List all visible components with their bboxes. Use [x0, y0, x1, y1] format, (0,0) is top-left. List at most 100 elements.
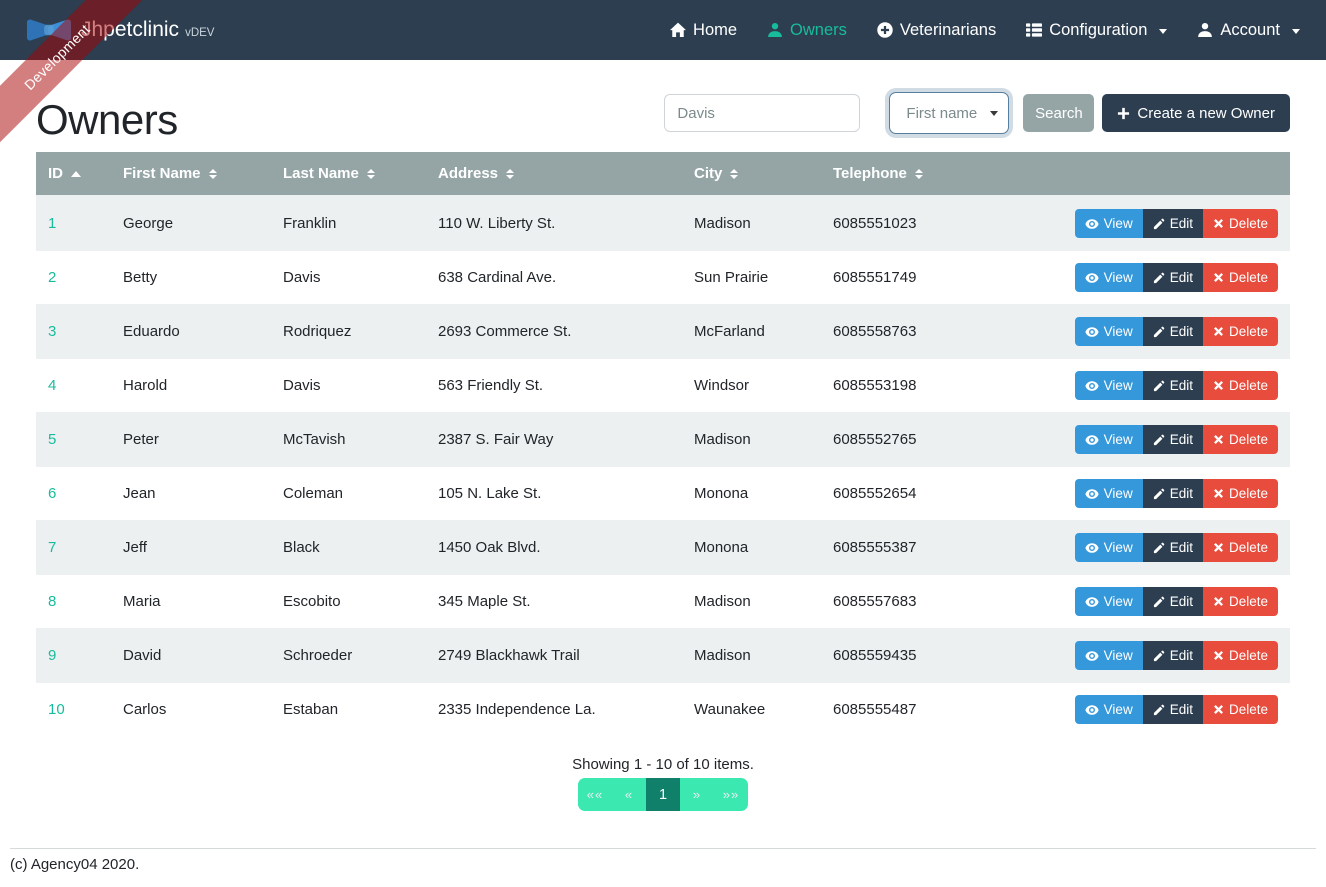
delete-button[interactable]: Delete	[1202, 695, 1278, 725]
column-header-last-name[interactable]: Last Name	[271, 152, 426, 198]
edit-button[interactable]: Edit	[1142, 479, 1203, 509]
edit-button[interactable]: Edit	[1142, 695, 1203, 725]
delete-button[interactable]: Delete	[1202, 587, 1278, 617]
pagination-next[interactable]: »	[680, 778, 714, 812]
row-actions: View Edit Delete	[1074, 209, 1278, 239]
view-button[interactable]: View	[1074, 641, 1143, 671]
view-button[interactable]: View	[1074, 425, 1143, 455]
column-header-first-name[interactable]: First Name	[111, 152, 271, 198]
nav-item-owners[interactable]: Owners	[767, 21, 847, 40]
delete-button[interactable]: Delete	[1202, 209, 1278, 239]
column-header-city[interactable]: City	[682, 152, 821, 198]
eye-icon	[1085, 487, 1099, 501]
column-header-telephone[interactable]: Telephone	[821, 152, 1051, 198]
owner-address: 110 W. Liberty St.	[426, 195, 682, 251]
owner-first-name: Betty	[111, 250, 271, 305]
view-button[interactable]: View	[1074, 209, 1143, 239]
home-icon	[670, 22, 686, 38]
pagination-first[interactable]: ««	[578, 778, 612, 812]
owner-city: Madison	[682, 628, 821, 683]
nav-item-label: Account	[1220, 20, 1280, 39]
view-button[interactable]: View	[1074, 587, 1143, 617]
edit-button[interactable]: Edit	[1142, 587, 1203, 617]
edit-button-label: Edit	[1169, 540, 1193, 556]
view-button[interactable]: View	[1074, 533, 1143, 563]
delete-button[interactable]: Delete	[1202, 317, 1278, 347]
owner-last-name: Rodriquez	[271, 304, 426, 359]
pencil-icon	[1153, 380, 1165, 392]
edit-button[interactable]: Edit	[1142, 263, 1203, 293]
x-icon	[1213, 596, 1224, 607]
delete-button[interactable]: Delete	[1202, 371, 1278, 401]
owner-address: 2749 Blackhawk Trail	[426, 628, 682, 683]
nav-item-configuration[interactable]: Configuration	[1026, 21, 1168, 40]
edit-button[interactable]: Edit	[1142, 317, 1203, 347]
delete-button[interactable]: Delete	[1202, 425, 1278, 455]
view-button[interactable]: View	[1074, 479, 1143, 509]
edit-button[interactable]: Edit	[1142, 425, 1203, 455]
table-row: 8 Maria Escobito 345 Maple St. Madison 6…	[36, 574, 1290, 629]
view-button[interactable]: View	[1074, 695, 1143, 725]
brand-version: vDEV	[185, 27, 215, 39]
create-owner-button[interactable]: Create a new Owner	[1102, 94, 1290, 132]
pagination-last[interactable]: »»	[714, 778, 748, 812]
owner-id-link[interactable]: 3	[48, 323, 57, 341]
owner-address: 638 Cardinal Ave.	[426, 250, 682, 305]
search-input[interactable]	[664, 94, 861, 132]
owner-id-link[interactable]: 8	[48, 593, 57, 611]
owner-first-name: David	[111, 628, 271, 683]
eye-icon	[1085, 541, 1099, 555]
edit-button-label: Edit	[1169, 216, 1193, 232]
sort-icon	[506, 168, 515, 179]
pagination-page-1[interactable]: 1	[646, 778, 680, 812]
owner-first-name: Eduardo	[111, 304, 271, 359]
delete-button[interactable]: Delete	[1202, 263, 1278, 293]
owner-last-name: Davis	[271, 358, 426, 413]
owner-city: Madison	[682, 195, 821, 251]
x-icon	[1213, 704, 1224, 715]
owner-id-link[interactable]: 7	[48, 539, 57, 557]
view-button-label: View	[1103, 432, 1133, 448]
owner-id-link[interactable]: 2	[48, 269, 57, 287]
view-button[interactable]: View	[1074, 371, 1143, 401]
owner-id-link[interactable]: 10	[48, 701, 65, 719]
view-button[interactable]: View	[1074, 263, 1143, 293]
delete-button[interactable]: Delete	[1202, 641, 1278, 671]
row-actions: View Edit Delete	[1074, 533, 1278, 563]
eye-icon	[1085, 379, 1099, 393]
delete-button[interactable]: Delete	[1202, 533, 1278, 563]
nav-item-account[interactable]: Account	[1197, 21, 1300, 40]
edit-button-label: Edit	[1169, 594, 1193, 610]
owner-telephone: 6085555387	[821, 520, 1051, 575]
view-button[interactable]: View	[1074, 317, 1143, 347]
owner-id-link[interactable]: 1	[48, 215, 57, 233]
owner-id-link[interactable]: 9	[48, 647, 57, 665]
footer: (c) Agency04 2020.	[0, 848, 1326, 887]
table-row: 6 Jean Coleman 105 N. Lake St. Monona 60…	[36, 466, 1290, 521]
column-header-id[interactable]: ID	[36, 152, 111, 198]
delete-button-label: Delete	[1228, 486, 1268, 502]
owner-id-link[interactable]: 5	[48, 431, 57, 449]
edit-button[interactable]: Edit	[1142, 209, 1203, 239]
owner-telephone: 6085559435	[821, 628, 1051, 683]
owner-telephone: 6085551749	[821, 250, 1051, 305]
nav-item-veterinarians[interactable]: Veterinarians	[877, 21, 996, 40]
pagination-prev[interactable]: «	[612, 778, 646, 812]
owner-telephone: 6085558763	[821, 304, 1051, 359]
owner-id-link[interactable]: 4	[48, 377, 57, 395]
nav-item-home[interactable]: Home	[670, 21, 737, 40]
column-header-address[interactable]: Address	[426, 152, 682, 198]
delete-button[interactable]: Delete	[1202, 479, 1278, 509]
edit-button[interactable]: Edit	[1142, 371, 1203, 401]
search-field-select[interactable]: First name	[889, 92, 1010, 134]
brand-link[interactable]: Jhpetclinic vDEV	[26, 17, 214, 43]
create-owner-label: Create a new Owner	[1137, 104, 1275, 122]
petclinic-logo-icon	[26, 19, 72, 41]
nav-links: Home Owners Veterinarians Configuration …	[640, 21, 1300, 40]
x-icon	[1213, 488, 1224, 499]
edit-button[interactable]: Edit	[1142, 641, 1203, 671]
owner-id-link[interactable]: 6	[48, 485, 57, 503]
edit-button[interactable]: Edit	[1142, 533, 1203, 563]
search-button[interactable]: Search	[1023, 94, 1095, 132]
owner-last-name: Franklin	[271, 195, 426, 251]
